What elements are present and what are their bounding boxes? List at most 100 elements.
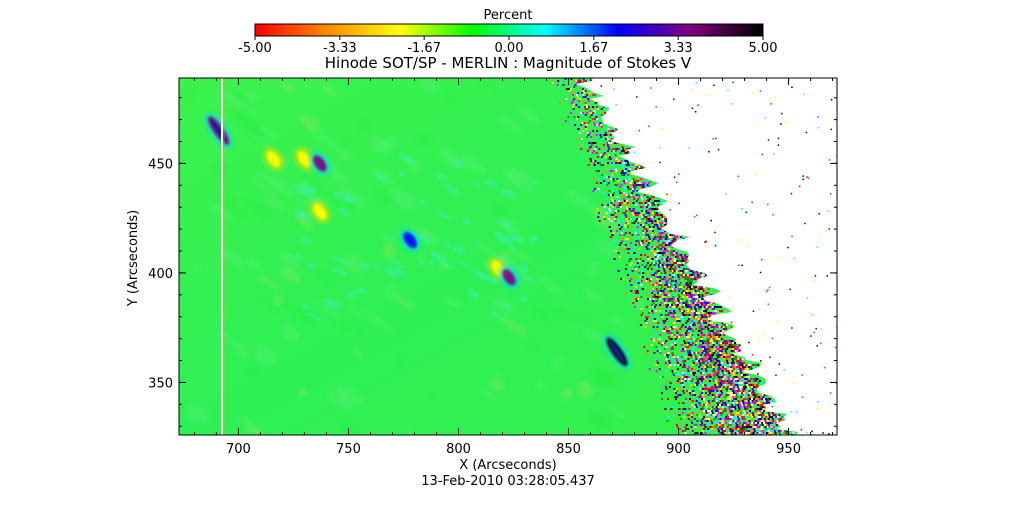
noise-pixel [682, 354, 685, 356]
noise-pixel [668, 278, 671, 280]
speckle [648, 125, 650, 128]
noise-pixel [696, 372, 699, 374]
noise-pixel [658, 342, 661, 344]
noise-pixel [737, 404, 740, 406]
noise-pixel [760, 396, 763, 398]
noise-pixel [719, 330, 722, 332]
noise-pixel [666, 332, 669, 334]
noise-pixel [667, 312, 670, 314]
noise-pixel [701, 430, 704, 432]
noise-pixel [634, 284, 637, 286]
texture-blob [337, 420, 359, 435]
noise-pixel [747, 400, 750, 402]
noise-pixel [757, 416, 760, 418]
noise-pixel [703, 346, 706, 348]
noise-pixel [615, 216, 618, 218]
speckle [764, 117, 766, 119]
noise-pixel [764, 414, 767, 416]
noise-pixel [648, 220, 651, 222]
noise-pixel [672, 296, 675, 298]
noise-pixel [620, 148, 623, 150]
noise-pixel [669, 328, 672, 330]
noise-pixel [721, 428, 724, 430]
noise-pixel [714, 408, 717, 410]
noise-pixel [660, 266, 663, 268]
noise-pixel [737, 400, 740, 402]
noise-pixel [765, 430, 768, 432]
noise-pixel [735, 376, 738, 378]
noise-pixel [729, 370, 732, 372]
noise-pixel [781, 416, 784, 418]
noise-pixel [714, 374, 717, 376]
noise-pixel [645, 222, 648, 224]
noise-pixel [703, 398, 706, 400]
speckle [828, 228, 831, 230]
noise-pixel [657, 200, 660, 202]
noise-pixel [694, 314, 697, 316]
noise-pixel [637, 282, 640, 284]
noise-pixel [668, 244, 671, 246]
noise-pixel [635, 194, 638, 196]
noise-pixel [682, 314, 685, 316]
noise-pixel [759, 416, 762, 418]
noise-pixel [670, 266, 673, 268]
noise-pixel [762, 408, 765, 410]
noise-pixel [703, 310, 706, 312]
noise-pixel [701, 300, 704, 302]
noise-pixel [658, 226, 661, 228]
noise-pixel [698, 366, 701, 368]
noise-pixel [730, 362, 733, 364]
noise-pixel [593, 92, 596, 94]
noise-pixel [688, 356, 691, 358]
noise-pixel [677, 264, 680, 266]
noise-pixel [654, 248, 657, 250]
noise-pixel [689, 276, 692, 278]
off-disk-speckles [600, 81, 837, 435]
noise-pixel [675, 286, 678, 288]
texture-blob [426, 390, 438, 401]
noise-pixel [684, 408, 687, 410]
speckle [769, 356, 771, 359]
noise-pixel [768, 426, 771, 428]
speckle [659, 146, 661, 149]
noise-pixel [623, 182, 626, 184]
noise-pixel [650, 202, 653, 204]
noise-pixel [567, 116, 570, 118]
noise-pixel [627, 186, 630, 188]
noise-pixel [744, 384, 747, 386]
noise-pixel [645, 294, 648, 296]
texture-filament [392, 267, 410, 278]
noise-pixel [609, 158, 612, 160]
noise-pixel [623, 174, 626, 176]
noise-pixel [726, 380, 729, 382]
noise-pixel [690, 284, 693, 286]
speckle [759, 90, 762, 92]
noise-pixel [719, 352, 722, 354]
noise-pixel [654, 256, 657, 258]
noise-pixel [701, 316, 704, 318]
noise-pixel [757, 398, 760, 400]
noise-pixel [647, 324, 650, 326]
noise-pixel [585, 128, 588, 130]
noise-pixel [718, 380, 721, 382]
noise-pixel [658, 266, 661, 268]
noise-pixel [668, 354, 671, 356]
noise-pixel [748, 414, 751, 416]
noise-pixel [637, 240, 640, 242]
noise-pixel [734, 408, 737, 410]
noise-pixel [724, 366, 727, 368]
noise-pixel [627, 218, 630, 220]
noise-pixel [672, 242, 675, 244]
noise-pixel [634, 196, 637, 198]
noise-pixel [694, 372, 697, 374]
noise-pixel [675, 282, 678, 284]
noise-pixel [695, 376, 698, 378]
noise-pixel [650, 260, 653, 262]
noise-pixel [689, 292, 692, 294]
noise-pixel [689, 298, 692, 300]
noise-pixel [631, 188, 634, 190]
texture-blob [372, 187, 390, 204]
speckle [713, 84, 715, 87]
noise-pixel [706, 342, 709, 344]
texture-filament [467, 289, 481, 300]
